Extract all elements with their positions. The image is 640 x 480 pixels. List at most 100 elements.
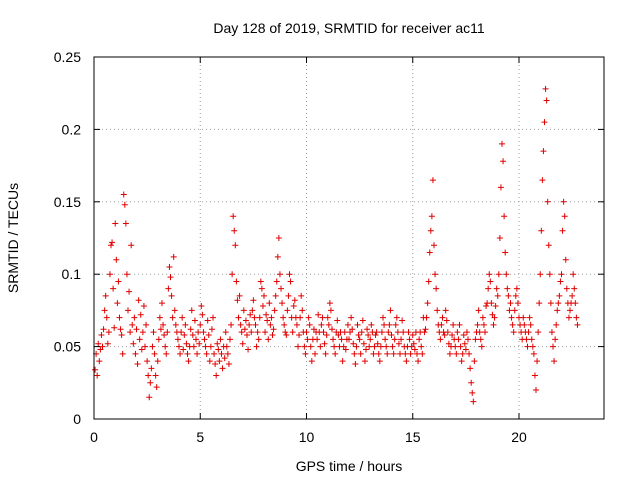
data-point [405, 329, 412, 336]
data-point [171, 307, 178, 314]
data-point [219, 365, 226, 372]
data-point [506, 307, 513, 314]
data-point [182, 321, 189, 328]
data-point [233, 278, 240, 285]
data-point [454, 329, 461, 336]
data-point [377, 343, 384, 350]
data-point [272, 292, 279, 299]
data-point [542, 85, 549, 92]
data-point [152, 372, 159, 379]
data-point [572, 300, 579, 307]
data-point [461, 340, 468, 347]
data-point [280, 314, 287, 321]
data-point [166, 263, 173, 270]
data-point [381, 321, 388, 328]
data-point [92, 366, 99, 373]
data-point [521, 321, 528, 328]
data-point [268, 314, 275, 321]
data-point [465, 336, 471, 343]
y-tick-label: 0.2 [62, 121, 82, 137]
x-tick-label: 5 [196, 429, 204, 445]
data-point [130, 340, 137, 347]
data-point [460, 332, 467, 339]
data-point [207, 343, 214, 350]
data-point [341, 329, 348, 336]
data-point [332, 350, 339, 357]
data-point [312, 350, 318, 357]
data-point [170, 253, 177, 260]
data-point [258, 285, 265, 292]
data-point [356, 336, 363, 343]
data-point [174, 336, 181, 343]
data-point [437, 336, 444, 343]
data-point [470, 398, 477, 405]
data-point [303, 329, 310, 336]
data-point [248, 329, 255, 336]
data-point [256, 314, 263, 321]
y-tick-label: 0.25 [54, 49, 81, 65]
data-point [251, 314, 258, 321]
data-point [513, 285, 520, 292]
data-point [511, 307, 518, 314]
data-point [159, 300, 165, 307]
data-points [92, 85, 581, 405]
data-point [133, 326, 140, 333]
data-point [355, 332, 362, 339]
data-point [293, 321, 300, 328]
data-point [488, 300, 495, 307]
data-point [247, 311, 254, 318]
data-point [213, 372, 220, 379]
chart-title: Day 128 of 2019, SRMTID for receiver ac1… [213, 20, 485, 36]
data-point [172, 321, 179, 328]
data-point [262, 329, 269, 336]
data-point [238, 329, 245, 336]
data-point [276, 271, 283, 278]
data-point [537, 271, 544, 278]
data-point [116, 314, 123, 321]
data-point [360, 340, 367, 347]
data-point [204, 317, 211, 324]
data-point [416, 336, 423, 343]
data-point [139, 329, 146, 336]
data-point [530, 350, 537, 357]
plot-frame [93, 56, 605, 420]
data-point [259, 303, 266, 310]
data-point [265, 336, 272, 343]
data-point [490, 321, 497, 328]
data-point [353, 343, 360, 350]
data-point [237, 321, 244, 328]
data-point [129, 321, 136, 328]
data-point [306, 321, 313, 328]
data-point [269, 332, 276, 339]
data-point [351, 350, 358, 357]
data-point [446, 350, 453, 357]
data-point [544, 198, 551, 205]
data-point [502, 249, 509, 256]
data-point [495, 271, 502, 278]
data-point [365, 332, 372, 339]
data-point [421, 329, 428, 336]
data-point [425, 278, 432, 285]
data-point [122, 220, 129, 227]
data-point [308, 358, 315, 365]
data-point [393, 314, 400, 321]
data-point [120, 191, 127, 198]
data-point [202, 343, 209, 350]
data-point [526, 314, 533, 321]
data-point [106, 271, 113, 278]
data-point [96, 358, 103, 365]
data-point [184, 350, 191, 357]
data-point [574, 321, 581, 328]
data-point [221, 355, 228, 362]
data-point [392, 321, 399, 328]
data-point [95, 340, 102, 347]
data-point [315, 311, 322, 318]
data-point [108, 242, 114, 249]
y-tick-label: 0.15 [54, 194, 81, 210]
data-point [499, 140, 505, 147]
data-point [264, 317, 271, 324]
x-axis-label: GPS time / hours [296, 458, 403, 474]
data-point [188, 307, 195, 314]
data-point [334, 317, 341, 324]
data-point [402, 350, 409, 357]
